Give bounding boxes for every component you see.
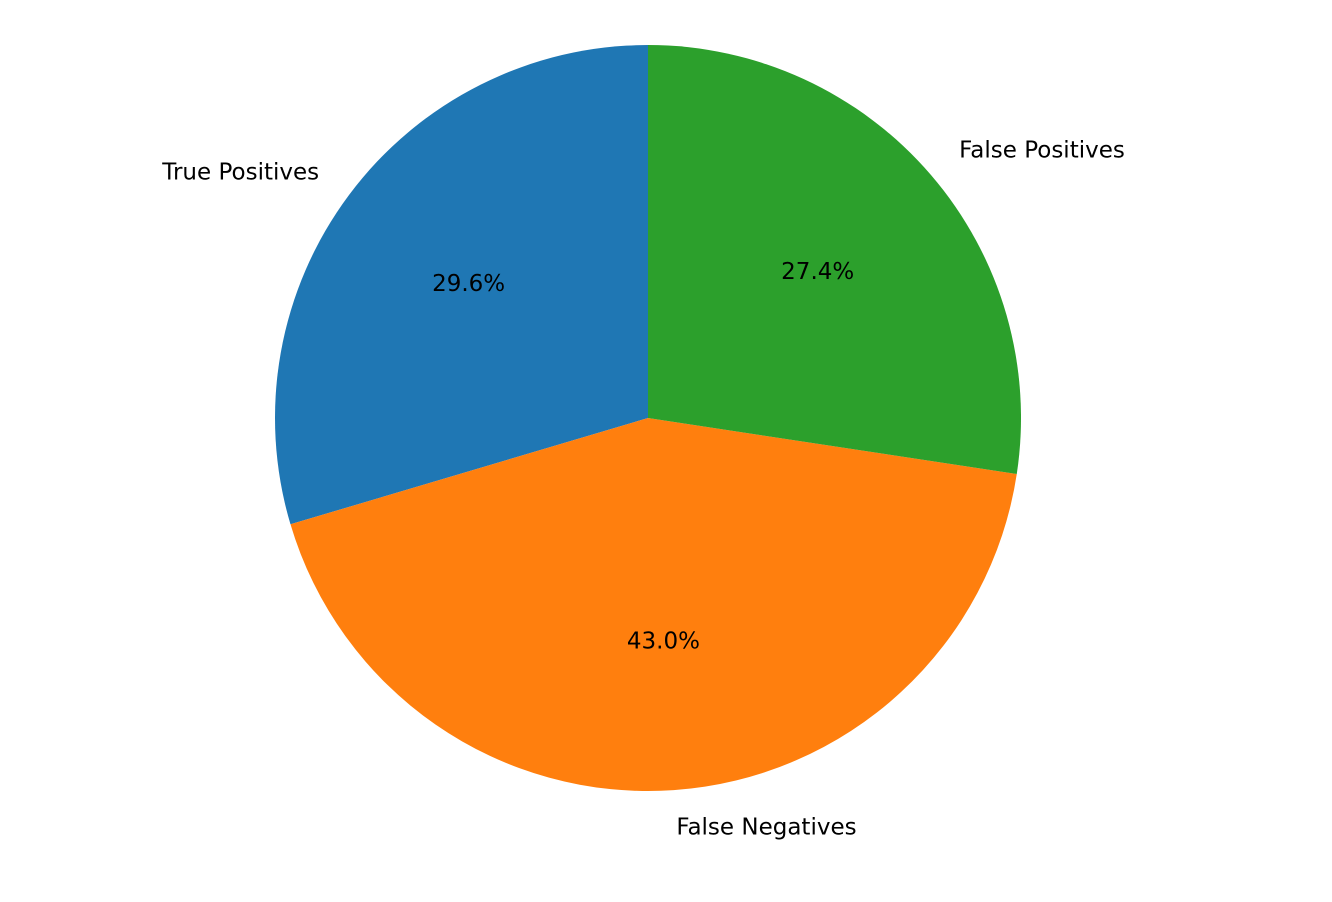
percent-label: 27.4%: [781, 259, 854, 285]
slice-label: True Positives: [161, 160, 319, 186]
pie-labels: 29.6% True Positives 43.0% False Negatives 2…: [161, 138, 1125, 841]
slice-label: False Positives: [959, 138, 1125, 164]
pie-slices: [274, 45, 1022, 792]
pie-slice-true-positives: [274, 45, 648, 525]
slice-label: False Negatives: [676, 814, 856, 840]
percent-label: 43.0%: [627, 628, 700, 654]
pie-slice-false-negatives: [290, 418, 1017, 792]
pie-slice-false-positives: [648, 45, 1022, 475]
percent-label: 29.6%: [432, 271, 505, 297]
